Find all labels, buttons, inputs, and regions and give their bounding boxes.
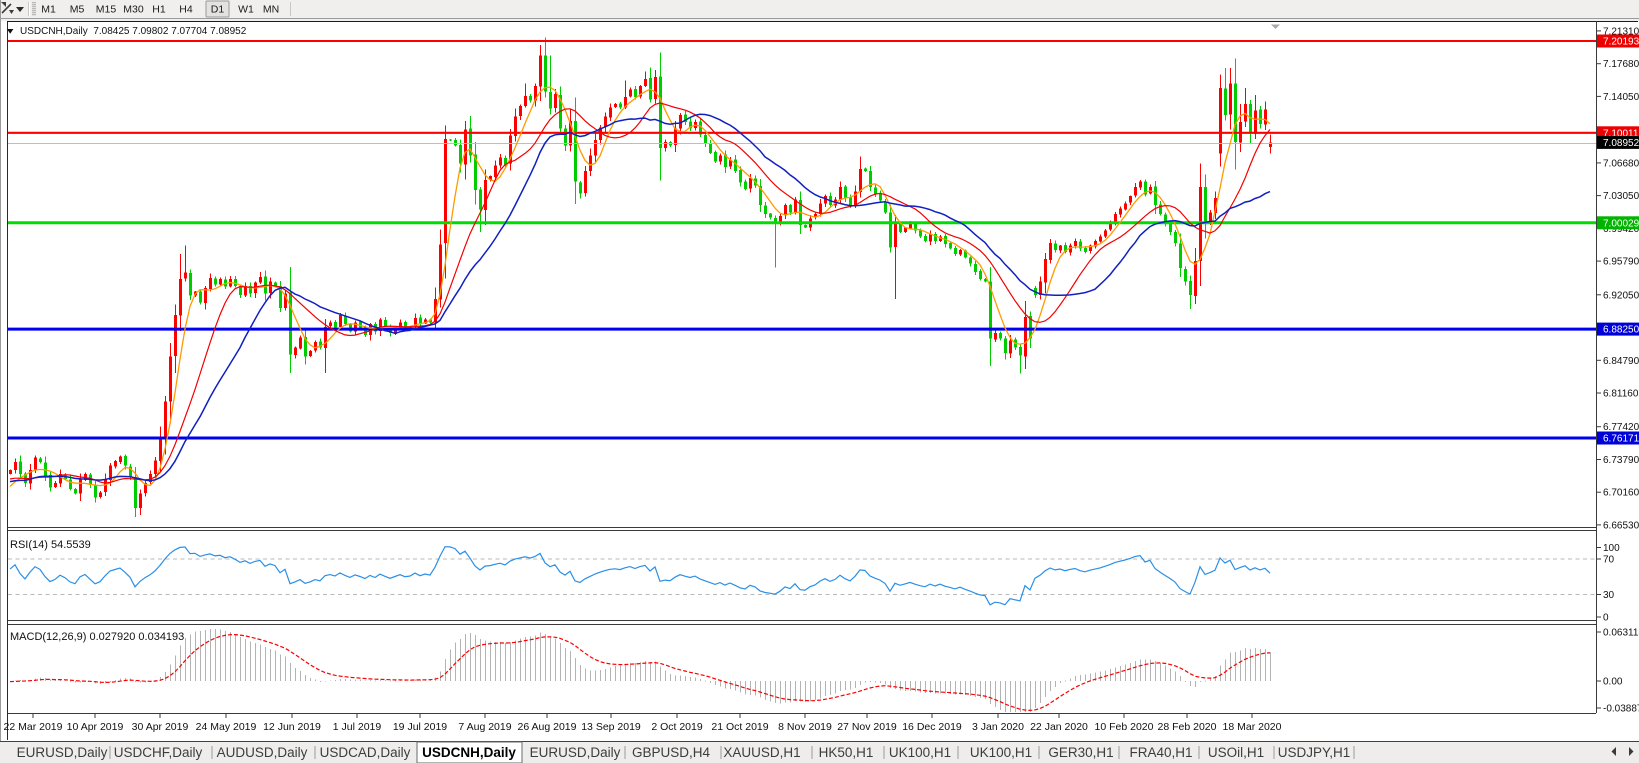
svg-text:M30: M30 [123, 4, 144, 16]
svg-text:6.77420: 6.77420 [1603, 422, 1639, 433]
svg-text:6.84790: 6.84790 [1603, 356, 1639, 367]
svg-text:22 Mar 2019: 22 Mar 2019 [4, 721, 63, 733]
svg-text:18 Mar 2020: 18 Mar 2020 [1223, 721, 1282, 733]
svg-text:3 Jan 2020: 3 Jan 2020 [972, 721, 1024, 733]
svg-text:7.00029: 7.00029 [1603, 218, 1639, 229]
svg-text:H4: H4 [179, 4, 193, 16]
svg-text:21 Oct 2019: 21 Oct 2019 [711, 721, 768, 733]
svg-text:0.00: 0.00 [1603, 677, 1623, 688]
svg-text:USDJPY,H1: USDJPY,H1 [1278, 745, 1351, 760]
svg-text:0: 0 [1603, 613, 1609, 624]
svg-text:6.92050: 6.92050 [1603, 290, 1639, 301]
svg-text:USDCNH,Daily: USDCNH,Daily [422, 745, 516, 760]
svg-text:30: 30 [1603, 590, 1615, 601]
svg-text:MACD(12,26,9) 0.027920 0.03419: MACD(12,26,9) 0.027920 0.034193 [10, 631, 184, 643]
svg-text:22 Jan 2020: 22 Jan 2020 [1030, 721, 1088, 733]
svg-text:6.81160: 6.81160 [1603, 389, 1639, 400]
svg-text:10 Apr 2019: 10 Apr 2019 [67, 721, 124, 733]
svg-text:6.76171: 6.76171 [1603, 434, 1639, 445]
svg-text:8 Nov 2019: 8 Nov 2019 [778, 721, 832, 733]
svg-text:UK100,H1: UK100,H1 [889, 745, 951, 760]
svg-text:-0.038872: -0.038872 [1603, 704, 1639, 715]
svg-text:W1: W1 [238, 4, 254, 16]
svg-text:USOil,H1: USOil,H1 [1208, 745, 1264, 760]
svg-text:7.21310: 7.21310 [1603, 26, 1639, 37]
svg-text:H1: H1 [152, 4, 166, 16]
svg-text:28 Feb 2020: 28 Feb 2020 [1158, 721, 1217, 733]
svg-text:0.063113: 0.063113 [1603, 628, 1639, 639]
svg-text:6.73790: 6.73790 [1603, 455, 1639, 466]
svg-text:7.14050: 7.14050 [1603, 92, 1639, 103]
svg-text:12 Jun 2019: 12 Jun 2019 [263, 721, 321, 733]
svg-text:19 Jul 2019: 19 Jul 2019 [393, 721, 447, 733]
svg-text:M5: M5 [70, 4, 85, 16]
svg-text:HK50,H1: HK50,H1 [819, 745, 874, 760]
svg-text:UK100,H1: UK100,H1 [970, 745, 1032, 760]
svg-text:1 Jul 2019: 1 Jul 2019 [333, 721, 382, 733]
svg-text:USDCNH,Daily 7.08425 7.09802: USDCNH,Daily 7.08425 7.09802 7.07704 7.0… [20, 26, 247, 37]
svg-text:M15: M15 [96, 4, 117, 16]
svg-text:MN: MN [263, 4, 279, 16]
svg-text:7.17680: 7.17680 [1603, 59, 1639, 70]
svg-text:24 May 2019: 24 May 2019 [196, 721, 257, 733]
svg-text:7 Aug 2019: 7 Aug 2019 [458, 721, 511, 733]
svg-text:USDCHF,Daily: USDCHF,Daily [114, 745, 203, 760]
svg-text:100: 100 [1603, 543, 1620, 554]
svg-text:GER30,H1: GER30,H1 [1048, 745, 1113, 760]
svg-text:EURUSD,Daily: EURUSD,Daily [17, 745, 108, 760]
svg-text:6.95790: 6.95790 [1603, 257, 1639, 268]
svg-text:16 Dec 2019: 16 Dec 2019 [902, 721, 962, 733]
svg-text:26 Aug 2019: 26 Aug 2019 [518, 721, 577, 733]
svg-text:RSI(14) 54.5539: RSI(14) 54.5539 [10, 539, 91, 551]
svg-text:7.03050: 7.03050 [1603, 191, 1639, 202]
svg-text:7.08952: 7.08952 [1603, 138, 1639, 149]
svg-text:M1: M1 [41, 4, 56, 16]
svg-text:XAUUSD,H1: XAUUSD,H1 [723, 745, 800, 760]
svg-text:27 Nov 2019: 27 Nov 2019 [837, 721, 897, 733]
svg-text:FRA40,H1: FRA40,H1 [1129, 745, 1192, 760]
svg-text:AUDUSD,Daily: AUDUSD,Daily [217, 745, 308, 760]
svg-text:EURUSD,Daily: EURUSD,Daily [530, 745, 621, 760]
svg-text:7.20193: 7.20193 [1603, 37, 1639, 48]
svg-text:7.10011: 7.10011 [1603, 128, 1639, 139]
svg-text:USDCAD,Daily: USDCAD,Daily [320, 745, 411, 760]
svg-text:2 Oct 2019: 2 Oct 2019 [651, 721, 703, 733]
svg-text:6.66530: 6.66530 [1603, 520, 1639, 531]
svg-text:D1: D1 [211, 4, 225, 16]
svg-text:30 Apr 2019: 30 Apr 2019 [132, 721, 189, 733]
svg-text:6.70160: 6.70160 [1603, 488, 1639, 499]
svg-text:13 Sep 2019: 13 Sep 2019 [581, 721, 641, 733]
svg-text:7.06680: 7.06680 [1603, 158, 1639, 169]
svg-text:70: 70 [1603, 555, 1615, 566]
svg-text:6.88250: 6.88250 [1603, 325, 1639, 336]
svg-text:GBPUSD,H4: GBPUSD,H4 [632, 745, 711, 760]
svg-text:10 Feb 2020: 10 Feb 2020 [1095, 721, 1154, 733]
